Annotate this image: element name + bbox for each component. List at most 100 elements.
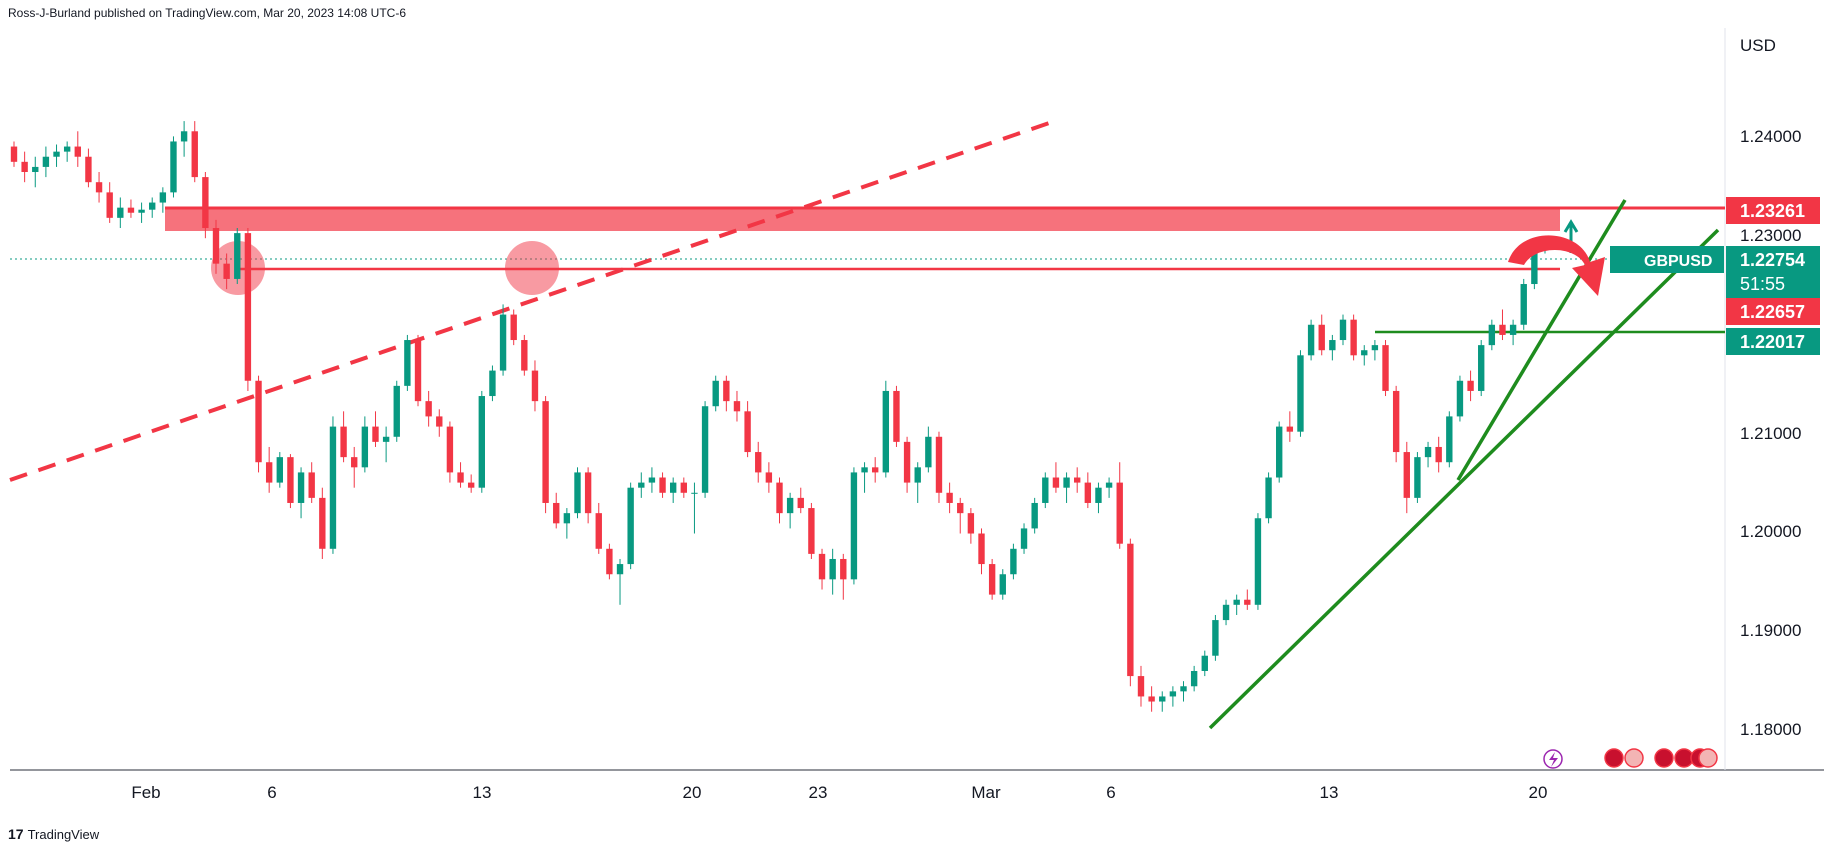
candle-body	[1180, 686, 1187, 692]
symbol-tag[interactable]: GBPUSD	[1644, 253, 1712, 270]
symbol-tag-bg[interactable]	[1610, 246, 1724, 273]
candle-body	[1169, 691, 1177, 697]
x-tick-label: 23	[809, 783, 828, 802]
candle-body	[797, 497, 804, 509]
candle-body	[223, 263, 230, 279]
candle-body	[1307, 324, 1315, 356]
lightning-glyph	[1549, 752, 1558, 767]
second-top-circle	[505, 241, 559, 295]
candle-body	[202, 177, 209, 229]
candle-body	[212, 228, 220, 264]
candle-body	[393, 385, 400, 437]
candle-body	[818, 553, 826, 580]
y-tick-label: 1.23000	[1740, 226, 1801, 245]
candle-body	[1254, 518, 1262, 605]
candle-body	[340, 426, 347, 458]
uk-flag-icon[interactable]	[1654, 748, 1674, 768]
candle-body	[957, 502, 964, 514]
price-label: 1.22017	[1740, 332, 1805, 352]
candle-body	[627, 487, 634, 565]
candle-body	[829, 558, 836, 580]
candle-body	[893, 390, 900, 442]
plot-area[interactable]	[0, 28, 1834, 770]
candle-body	[1127, 543, 1134, 677]
candle-body	[1371, 345, 1379, 351]
x-tick-label: 6	[1106, 783, 1115, 802]
candle-body	[1159, 696, 1166, 702]
us-flag-icon[interactable]	[1698, 748, 1718, 768]
x-tick-label: Feb	[131, 783, 160, 802]
candle-body	[1020, 528, 1028, 549]
footer-brand-text: TradingView	[27, 826, 100, 842]
tradingview-logo-icon: 17	[8, 826, 24, 842]
candle-body	[85, 156, 92, 183]
candle-body	[914, 467, 921, 483]
candle-body	[1212, 620, 1219, 656]
candle-body	[42, 156, 50, 167]
candle-body	[489, 370, 496, 397]
candle-body	[1286, 426, 1294, 432]
candle-body	[988, 564, 996, 595]
candle-body	[106, 192, 113, 218]
candle-body	[659, 477, 666, 493]
candle-body	[499, 314, 507, 371]
candle-body	[117, 207, 124, 218]
candle-body	[978, 533, 985, 565]
candle-body	[723, 380, 730, 402]
candle-body	[925, 436, 932, 468]
price-label: 1.22657	[1740, 302, 1805, 322]
candle-body	[414, 340, 422, 402]
candle-body	[149, 202, 156, 210]
candle-body	[32, 166, 39, 173]
candle-body	[404, 340, 411, 386]
candle-body	[21, 161, 28, 173]
price-label-bg	[1726, 246, 1820, 298]
candle-body	[999, 574, 1006, 595]
candle-body	[776, 482, 783, 514]
candle-body	[1276, 426, 1283, 478]
candle-body	[244, 233, 252, 381]
candle-body	[1499, 324, 1506, 335]
candle-body	[74, 146, 81, 157]
y-tick-label: 1.19000	[1740, 621, 1801, 640]
candle-body	[882, 390, 890, 473]
footer-brand: 17 TradingView	[8, 826, 99, 842]
candle-body	[531, 370, 539, 402]
candle-body	[1531, 248, 1538, 285]
candle-body	[521, 340, 528, 371]
candle-body	[744, 411, 751, 453]
candle-body	[871, 467, 879, 473]
candle-body	[669, 482, 677, 493]
support-trendline-main	[1208, 228, 1720, 730]
candle-body	[946, 492, 953, 503]
x-tick-label: 20	[1529, 783, 1548, 802]
candle-body	[1201, 655, 1208, 671]
candle-body	[1467, 380, 1474, 391]
candle-body	[170, 141, 177, 193]
candle-body	[1148, 696, 1155, 702]
candle-body	[467, 482, 475, 488]
event-icons[interactable]	[1543, 748, 1718, 769]
candle-body	[1318, 324, 1325, 351]
candle-body	[574, 472, 581, 514]
x-tick-label: 6	[267, 783, 276, 802]
us-flag-icon[interactable]	[1624, 748, 1644, 768]
candle-body	[733, 401, 741, 412]
countdown-label: 51:55	[1740, 274, 1785, 294]
price-label-bg	[1726, 197, 1820, 224]
x-tick-label: Mar	[971, 783, 1001, 802]
uk-flag-icon[interactable]	[1604, 748, 1624, 768]
candle-body	[638, 482, 645, 488]
candle-body	[372, 426, 379, 442]
candle-body	[1382, 345, 1389, 391]
candle-body	[446, 426, 454, 473]
candle-body	[1190, 670, 1198, 687]
candle-body	[297, 472, 305, 503]
candle-body	[382, 436, 390, 442]
candle-body	[127, 207, 135, 213]
x-tick-label: 13	[473, 783, 492, 802]
candle-body	[1265, 477, 1272, 519]
price-label: 1.23261	[1740, 201, 1805, 221]
candle-body	[1414, 457, 1421, 498]
